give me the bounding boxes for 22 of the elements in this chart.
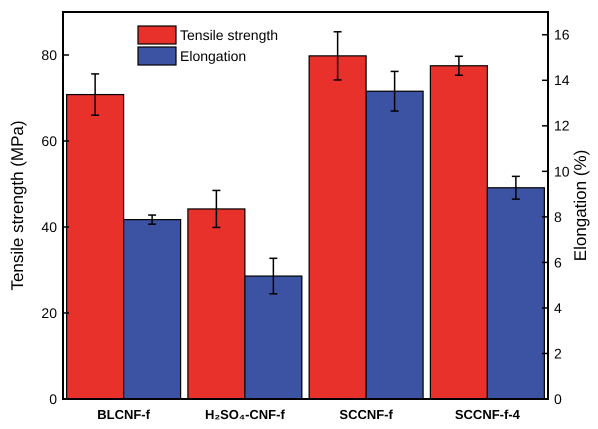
legend-label: Tensile strength (180, 26, 278, 43)
y2-tick-label: 8 (554, 208, 562, 225)
y2-axis-title: Elongation (%) (571, 150, 590, 262)
y2-tick-label: 14 (554, 72, 570, 88)
y-tick-label: 20 (41, 304, 58, 321)
x-tick-label: H₂SO₄-CNF-f (204, 407, 286, 422)
legend-label: Elongation (180, 48, 246, 64)
y-tick-label: 80 (41, 46, 58, 63)
x-tick-label: SCCNF-f (339, 407, 394, 422)
y2-tick-label: 12 (554, 118, 570, 134)
y2-tick-label: 0 (554, 390, 562, 407)
y-tick-label: 40 (41, 218, 58, 235)
y2-tick-label: 2 (554, 345, 562, 362)
y-tick-label: 0 (49, 390, 58, 407)
y-tick-label: 60 (41, 132, 58, 149)
y2-tick-label: 10 (554, 163, 570, 180)
y2-tick-label: 16 (554, 26, 570, 43)
y2-tick-label: 4 (554, 300, 562, 316)
x-tick-label: SCCNF-f-4 (454, 407, 521, 422)
y-axis-title: Tensile strength (MPa) (8, 120, 27, 291)
y2-tick-label: 6 (554, 254, 562, 270)
x-tick-label: BLCNF-f (97, 407, 151, 422)
